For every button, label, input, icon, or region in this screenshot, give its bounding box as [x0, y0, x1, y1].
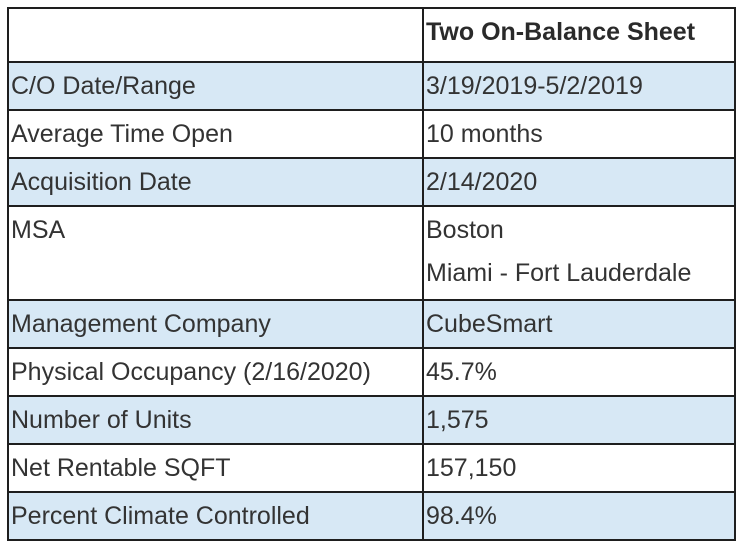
table-row: Physical Occupancy (2/16/2020) 45.7%: [7, 347, 736, 397]
summary-table-container: Two On-Balance Sheet C/O Date/Range 3/19…: [7, 7, 736, 541]
row-label: Physical Occupancy (2/16/2020): [7, 347, 424, 397]
header-empty-cell: [7, 7, 424, 63]
row-label: Net Rentable SQFT: [7, 443, 424, 493]
row-value: 45.7%: [422, 347, 736, 397]
row-label: Percent Climate Controlled: [7, 491, 424, 541]
row-label: Acquisition Date: [7, 157, 424, 207]
row-value: 10 months: [422, 109, 736, 159]
row-label: Average Time Open: [7, 109, 424, 159]
table-row: MSA Boston Miami - Fort Lauderdale: [7, 205, 736, 301]
row-value: 2/14/2020: [422, 157, 736, 207]
row-value: CubeSmart: [422, 299, 736, 349]
row-value: 1,575: [422, 395, 736, 445]
row-value: 98.4%: [422, 491, 736, 541]
row-value: Boston Miami - Fort Lauderdale: [422, 205, 736, 301]
table-row: Average Time Open 10 months: [7, 109, 736, 159]
msa-label: MSA: [11, 216, 66, 244]
row-label: C/O Date/Range: [7, 61, 424, 111]
row-value: 3/19/2019-5/2/2019: [422, 61, 736, 111]
table-header-row: Two On-Balance Sheet: [7, 7, 736, 63]
row-label: Number of Units: [7, 395, 424, 445]
table-row: Management Company CubeSmart: [7, 299, 736, 349]
msa-value-miami: Miami - Fort Lauderdale: [426, 259, 692, 287]
row-label: MSA: [7, 205, 424, 301]
table-row: Percent Climate Controlled 98.4%: [7, 491, 736, 541]
table-row: Acquisition Date 2/14/2020: [7, 157, 736, 207]
property-summary-table: Two On-Balance Sheet C/O Date/Range 3/19…: [7, 7, 736, 541]
table-row: Net Rentable SQFT 157,150: [7, 443, 736, 493]
row-value: 157,150: [422, 443, 736, 493]
row-label: Management Company: [7, 299, 424, 349]
header-two-on-balance-sheet: Two On-Balance Sheet: [422, 7, 736, 63]
msa-value-boston: Boston: [426, 216, 504, 244]
table-row: C/O Date/Range 3/19/2019-5/2/2019: [7, 61, 736, 111]
table-row: Number of Units 1,575: [7, 395, 736, 445]
